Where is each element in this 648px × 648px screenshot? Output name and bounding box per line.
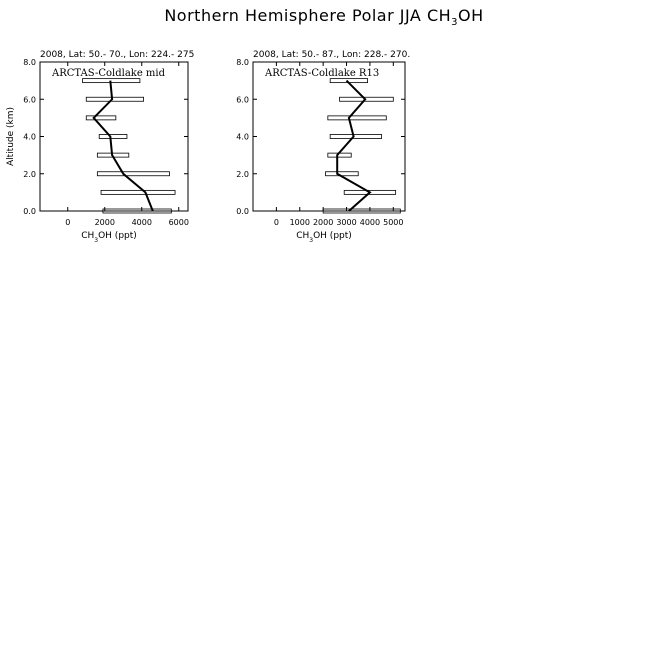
y-tick-label: 2.0 xyxy=(23,170,36,179)
figure-title: Northern Hemisphere Polar JJA CH3OH xyxy=(0,6,648,28)
range-box xyxy=(85,96,144,102)
plot-frame-2 xyxy=(252,61,406,212)
y-tick-label: 4.0 xyxy=(236,133,249,142)
x-tick-label: 6000 xyxy=(169,218,189,227)
x-tick-label: 4000 xyxy=(360,218,380,227)
y-tick-label: 4.0 xyxy=(23,133,36,142)
x-tick-label: 3000 xyxy=(336,218,356,227)
range-box xyxy=(339,96,394,102)
range-box xyxy=(96,171,170,177)
y-tick-label: 8.0 xyxy=(236,58,249,67)
range-box xyxy=(85,115,117,121)
y-tick-label: 2.0 xyxy=(236,170,249,179)
x-tick-label: 1000 xyxy=(290,218,310,227)
x-axis-title-2: CH3OH (ppt) xyxy=(296,231,352,244)
panel-header-2: 2008, Lat: 50.- 87., Lon: 228.- 270. xyxy=(253,50,410,60)
figure-title-subscript: 3 xyxy=(451,17,459,29)
range-box xyxy=(327,115,387,121)
x-axis-title-1: CH3OH (ppt) xyxy=(81,231,137,244)
plot-frame-1 xyxy=(39,61,189,212)
panel-label-1: ARCTAS-Coldlake mid xyxy=(51,68,166,79)
range-box xyxy=(343,189,397,195)
x-tick-label: 5000 xyxy=(383,218,403,227)
panel-header-1: 2008, Lat: 50.- 70., Lon: 224.- 275 xyxy=(40,50,194,60)
y-tick-label: 6.0 xyxy=(23,95,36,104)
y-tick-label: 8.0 xyxy=(23,58,36,67)
panel-label-2: ARCTAS-Coldlake R13 xyxy=(264,68,379,79)
profile-line-1 xyxy=(92,80,154,212)
range-box xyxy=(325,171,359,177)
x-tick-label: 4000 xyxy=(132,218,152,227)
x-tick-label: 2000 xyxy=(313,218,333,227)
range-box xyxy=(100,189,176,195)
y-tick-label: 0.0 xyxy=(23,207,36,216)
range-box xyxy=(329,134,383,139)
profile-line-2 xyxy=(336,79,372,212)
y-tick-label: 6.0 xyxy=(236,95,249,104)
x-tick-label: 0 xyxy=(65,218,70,227)
x-tick-label: 0 xyxy=(274,218,279,227)
y-tick-label: 0.0 xyxy=(236,207,249,216)
range-box xyxy=(322,208,401,214)
figure-title-suffix: OH xyxy=(458,6,484,25)
y-axis-title-1: Altitude (km) xyxy=(6,107,16,166)
x-tick-label: 2000 xyxy=(95,218,115,227)
range-box xyxy=(98,134,128,139)
range-box xyxy=(102,208,172,214)
figure-title-prefix: Northern Hemisphere Polar JJA CH xyxy=(164,6,452,25)
